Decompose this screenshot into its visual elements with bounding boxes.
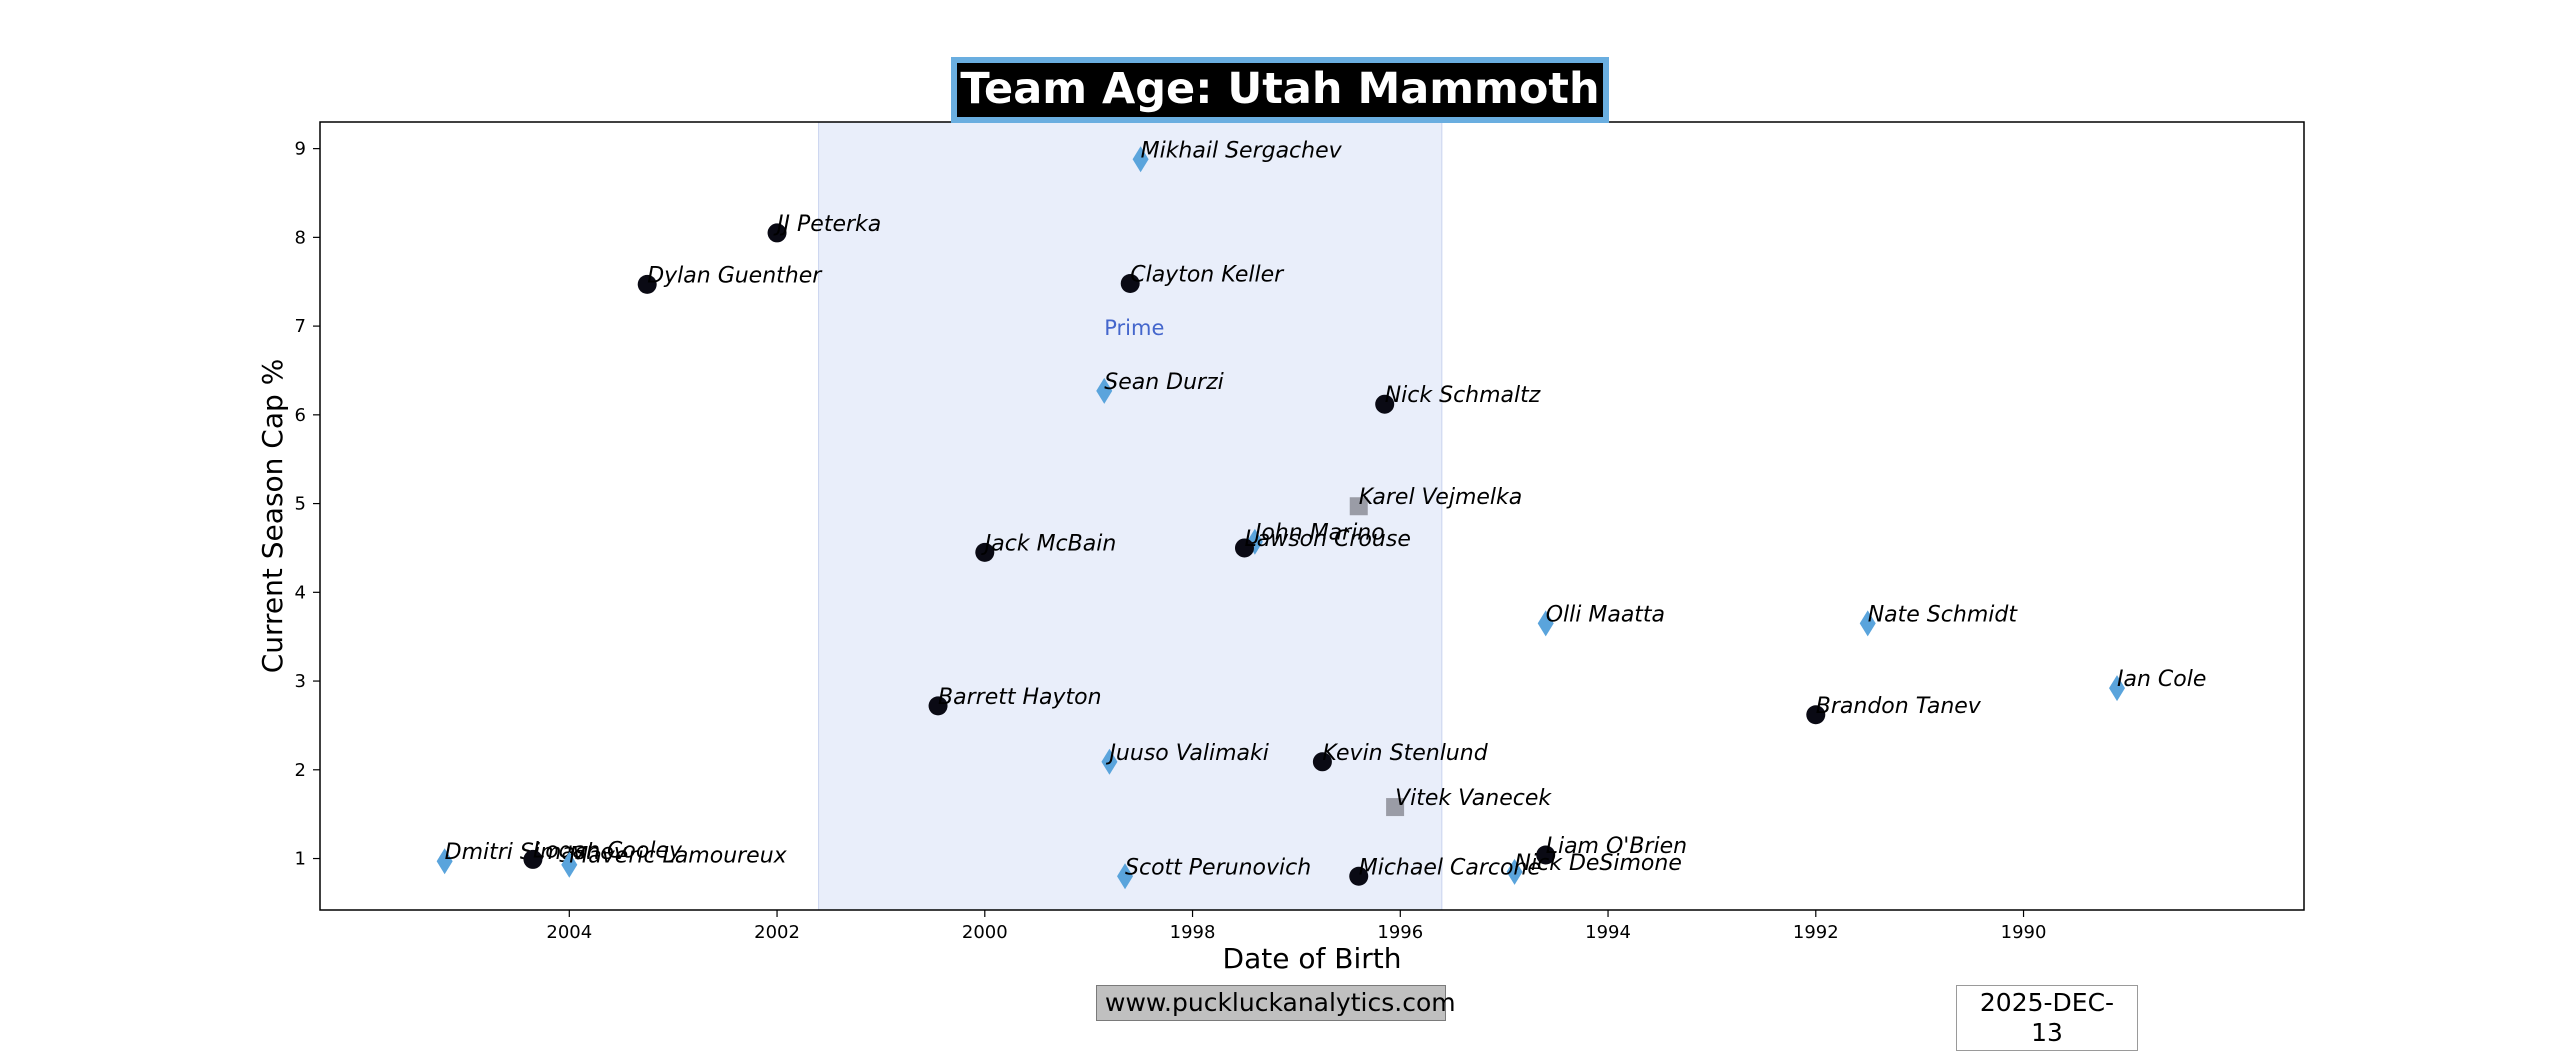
player-point-circle [928, 696, 948, 716]
x-tick-label: 1992 [1793, 922, 1839, 943]
player-point-circle [637, 274, 657, 294]
snapshot-date: 2025-DEC-13 [1956, 985, 2138, 1051]
y-tick-label: 8 [295, 227, 306, 248]
player-point-circle [1375, 394, 1395, 414]
x-tick-label: 1994 [1585, 922, 1631, 943]
player-name-label: Nick DeSimone [1515, 851, 1682, 876]
player-name-label: Jack McBain [981, 531, 1117, 556]
player-point-diamond [1101, 748, 1118, 775]
player-name-label: Logan Cooley [533, 838, 683, 863]
player-point-circle [1536, 845, 1556, 865]
player-point-circle [1312, 752, 1332, 772]
player-point-circle [1349, 866, 1369, 886]
chart-title-group: Team Age: Utah Mammoth [951, 57, 1609, 123]
player-point-circle [523, 849, 543, 869]
player-point-diamond [1117, 863, 1134, 890]
player-name-label: Michael Carcone [1359, 855, 1541, 880]
player-point-diamond [1132, 146, 1149, 173]
player-point-diamond [1096, 377, 1113, 404]
y-tick-label: 9 [295, 139, 306, 160]
player-point-circle [1120, 274, 1140, 294]
y-axis-label: Current Season Cap % [256, 359, 289, 674]
player-name-label: Maveric Lamoureux [569, 844, 787, 869]
player-name-label: Mikhail Sergachev [1141, 138, 1343, 163]
player-point-diamond [1506, 858, 1523, 885]
player-name-label: Scott Perunovich [1125, 855, 1311, 880]
x-tick-label: 1996 [1377, 922, 1423, 943]
x-tick-label: 2000 [962, 922, 1008, 943]
y-tick-label: 7 [295, 316, 306, 337]
player-point-diamond [436, 848, 453, 875]
x-tick-label: 2002 [754, 922, 800, 943]
player-point-square [1349, 497, 1368, 516]
player-point-circle [1234, 538, 1254, 558]
player-name-label: Kevin Stenlund [1322, 741, 1488, 766]
player-name-label: JJ Peterka [773, 212, 881, 237]
player-point-diamond [561, 851, 578, 878]
player-name-label: Vitek Vanecek [1395, 786, 1552, 811]
player-point-square [1386, 798, 1405, 817]
website-credit: www.puckluckanalytics.com [1096, 985, 1456, 1021]
chart-title: Team Age: Utah Mammoth [960, 64, 1599, 114]
x-tick-label: 2004 [546, 922, 592, 943]
player-name-label: Nick Schmaltz [1385, 383, 1541, 408]
y-tick-label: 2 [295, 760, 306, 781]
player-name-label: Dylan Guenther [647, 263, 823, 288]
player-name-label: Liam O'Brien [1546, 834, 1687, 859]
player-name-label: Brandon Tanev [1816, 694, 1982, 719]
player-name-label: Juuso Valimaki [1105, 741, 1268, 766]
y-tick-label: 6 [295, 405, 306, 426]
player-name-label: Olli Maatta [1546, 602, 1665, 627]
chart: Prime 2004 2002 2000 1998 1996 1994 1992 199012… [256, 57, 2305, 975]
player-point-circle [975, 542, 995, 562]
y-tick-label: 5 [295, 494, 306, 515]
player-point-diamond [1859, 610, 1876, 637]
player-name-label: Clayton Keller [1130, 263, 1285, 288]
x-axis-label: Date of Birth [1223, 942, 1402, 975]
point-layer: Mikhail Sergachev JJ Peterka Dylan Guenthe… [436, 138, 2206, 890]
player-point-diamond [1537, 610, 1554, 637]
player-point-circle [1806, 705, 1826, 725]
player-name-label: Sean Durzi [1104, 370, 1224, 395]
y-tick-label: 3 [295, 671, 306, 692]
y-tick-label: 4 [295, 582, 306, 603]
prime-band-label: Prime [1104, 316, 1164, 340]
chart-title-box [951, 57, 1609, 123]
y-tick-label: 1 [295, 849, 306, 870]
tick-layer: 2004 2002 2000 1998 1996 1994 1992 1990 1 2 3 4 5 6 7 8… [295, 139, 2047, 943]
prime-band-layer: Prime [818, 121, 1443, 911]
player-point-circle [767, 223, 787, 243]
player-name-label: Ian Cole [2117, 667, 2206, 692]
player-name-label: Barrett Hayton [938, 685, 1102, 710]
player-name-label: Nate Schmidt [1868, 602, 2019, 627]
player-name-label: John Marino [1251, 521, 1385, 546]
prime-band [818, 121, 1443, 911]
player-name-label: Lawson Crouse [1244, 527, 1410, 552]
x-tick-label: 1998 [1170, 922, 1216, 943]
player-point-diamond [2109, 675, 2126, 702]
x-tick-label: 1990 [2001, 922, 2047, 943]
player-name-label: Karel Vejmelka [1359, 485, 1523, 510]
